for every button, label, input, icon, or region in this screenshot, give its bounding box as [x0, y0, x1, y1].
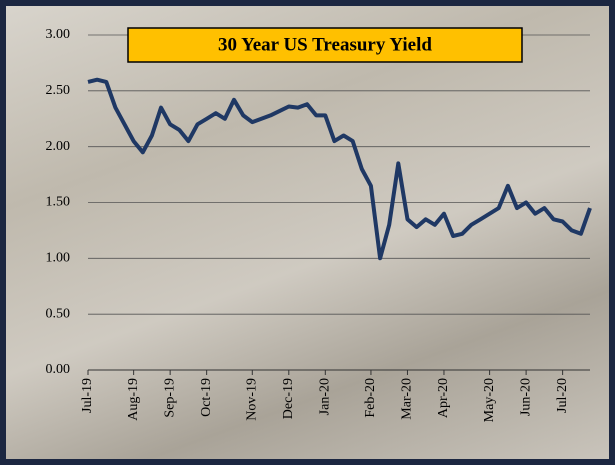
- x-tick-label: Aug-19: [126, 378, 141, 421]
- y-tick-label: 0.00: [46, 362, 71, 377]
- x-tick-label: Jan-20: [318, 378, 333, 415]
- y-tick-label: 1.50: [46, 195, 71, 210]
- line: [88, 80, 590, 259]
- x-tick-label: Apr-20: [436, 378, 451, 418]
- x-tick-label: Jun-20: [518, 378, 533, 416]
- x-tick-label: Sep-19: [162, 378, 177, 418]
- x-tick-label: May-20: [482, 378, 497, 422]
- y-tick-label: 0.50: [46, 306, 71, 321]
- chart-title: 30 Year US Treasury Yield: [218, 34, 432, 55]
- x-tick-label: Oct-19: [199, 378, 214, 417]
- y-tick-label: 1.00: [46, 251, 71, 266]
- y-tick-label: 2.50: [46, 83, 71, 98]
- y-tick-label: 3.00: [46, 27, 71, 42]
- chart: 0.00 0.50 1.00 1.50 2.00 2.50 3.00 Jul-19 Aug-19…: [0, 0, 615, 465]
- x-tick-label: Dec-19: [281, 378, 296, 419]
- y-tick-label: 2.00: [46, 139, 71, 154]
- x-tick-label: Feb-20: [363, 378, 378, 418]
- x-tick-label: Nov-19: [245, 378, 260, 421]
- x-tick-label: Jul-19: [80, 378, 95, 413]
- x-tick-label: Mar-20: [400, 378, 415, 420]
- x-tick-label: Jul-20: [555, 378, 570, 413]
